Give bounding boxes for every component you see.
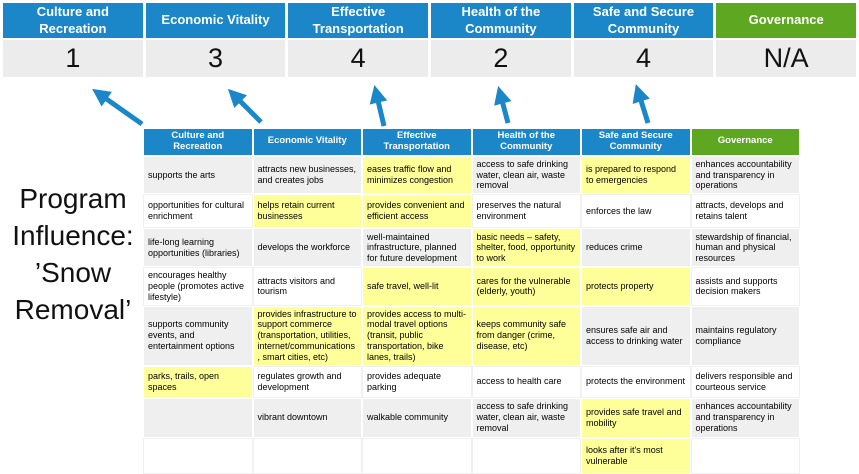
matrix-cell: eases traffic flow and minimizes congest… — [362, 155, 472, 195]
matrix-cell: keeps community safe from danger (crime,… — [471, 305, 581, 366]
matrix-cell: walkable community — [362, 397, 472, 438]
matrix-cell: protects the environment — [581, 365, 691, 398]
scoreboard-score-economic-vitality: 3 — [145, 40, 286, 77]
matrix-cell: enhances accountability and transparency… — [690, 397, 800, 438]
matrix-cell: enforces the law — [581, 194, 691, 229]
matrix-cell: cares for the vulnerable (elderly, youth… — [471, 267, 581, 306]
scoreboard-column-safe-and-secure-community: Safe and Secure Community 4 — [573, 3, 714, 77]
scoreboard-header-safe-and-secure-community: Safe and Secure Community — [573, 3, 714, 38]
matrix-cell: provides adequate parking — [362, 365, 472, 398]
matrix-cell: maintains regulatory compliance — [690, 305, 800, 366]
matrix-cell: develops the workforce — [252, 228, 362, 268]
matrix-cell: reduces crime — [581, 228, 691, 268]
matrix-cell: opportunities for cultural enrichment — [143, 194, 253, 229]
scoreboard-column-governance: Governance N/A — [716, 3, 856, 77]
matrix-body: supports the arts attracts new businesses… — [143, 155, 800, 474]
arrow-culture-and-recreation — [92, 88, 144, 127]
scoreboard-score-governance: N/A — [716, 40, 856, 77]
program-influence-title: Program Influence: ’Snow Removal’ — [0, 180, 146, 328]
matrix-cell: delivers responsible and courteous servi… — [690, 365, 800, 398]
matrix-cell: helps retain current businesses — [252, 194, 362, 229]
matrix-row-5: supports community events, and entertain… — [143, 305, 800, 366]
arrow-effective-transportation — [369, 84, 388, 127]
matrix-cell: preserves the natural environment — [471, 194, 581, 229]
matrix-cell — [143, 437, 253, 474]
matrix-cell — [471, 437, 581, 474]
matrix-cell: access to health care — [471, 365, 581, 398]
matrix-cell: attracts visitors and tourism — [252, 267, 362, 306]
matrix-cell: basic needs – safety, shelter, food, opp… — [471, 228, 581, 268]
scoreboard-column-culture-and-recreation: Culture and Recreation 1 — [3, 3, 143, 77]
matrix-cell: enhances accountability and transparency… — [690, 155, 800, 195]
matrix-cell: well-maintained infrastructure, planned … — [362, 228, 472, 268]
matrix-cell: looks after it's most vulnerable — [581, 437, 691, 474]
matrix-cell — [143, 397, 253, 438]
matrix-cell: is prepared to respond to emergencies — [581, 155, 691, 195]
scoreboard-header-health-of-the-community: Health of the Community — [431, 3, 571, 38]
influence-arrows — [92, 84, 651, 127]
matrix-cell: provides safe travel and mobility — [581, 397, 691, 438]
matrix-header-economic-vitality: Economic Vitality — [252, 128, 362, 156]
matrix-cell: provides infrastructure to support comme… — [252, 305, 362, 366]
matrix-row-2: opportunities for cultural enrichment hel… — [143, 194, 800, 229]
matrix-cell: ensures safe air and access to drinking … — [581, 305, 691, 366]
matrix-cell: attracts new businesses, and creates job… — [252, 155, 362, 195]
title-line: Influence: — [12, 220, 134, 251]
scoreboard-column-health-of-the-community: Health of the Community 2 — [431, 3, 571, 77]
matrix-header-culture-and-recreation: Culture and Recreation — [143, 128, 253, 156]
matrix-row-4: encourages healthy people (promotes acti… — [143, 267, 800, 306]
matrix-cell: provides convenient and efficient access — [362, 194, 472, 229]
matrix-cell: encourages healthy people (promotes acti… — [143, 267, 253, 306]
scoreboard-score-effective-transportation: 4 — [288, 40, 428, 77]
matrix-header-effective-transportation: Effective Transportation — [362, 128, 472, 156]
matrix-cell: supports the arts — [143, 155, 253, 195]
matrix-header-health-of-the-community: Health of the Community — [471, 128, 581, 156]
matrix-cell: safe travel, well-lit — [362, 267, 472, 306]
matrix-cell — [690, 437, 800, 474]
matrix-cell — [362, 437, 472, 474]
matrix-cell: life-long learning opportunities (librar… — [143, 228, 253, 268]
matrix-row-6: parks, trails, open spaces regulates grow… — [143, 365, 800, 398]
scoreboard: Culture and Recreation 1 Economic Vitali… — [3, 3, 856, 77]
scoreboard-score-safe-and-secure-community: 4 — [573, 40, 714, 77]
scoreboard-score-health-of-the-community: 2 — [431, 40, 571, 77]
scoreboard-header-effective-transportation: Effective Transportation — [288, 3, 428, 38]
matrix-row-1: supports the arts attracts new businesses… — [143, 155, 800, 195]
matrix-header-safe-and-secure-community: Safe and Secure Community — [581, 128, 691, 156]
scoreboard-header-governance: Governance — [716, 3, 856, 38]
matrix-header-row: Culture and Recreation Economic Vitality E… — [143, 128, 800, 156]
matrix-cell: regulates growth and development — [252, 365, 362, 398]
matrix-row-8: looks after it's most vulnerable — [143, 437, 800, 474]
matrix-cell: access to safe drinking water, clean air… — [471, 397, 581, 438]
matrix-cell: protects property — [581, 267, 691, 306]
arrow-health-of-the-community — [494, 86, 512, 124]
matrix-cell — [252, 437, 362, 474]
scoreboard-column-economic-vitality: Economic Vitality 3 — [145, 3, 286, 77]
title-line: Program — [19, 183, 127, 214]
matrix-cell: stewardship of financial, human and phys… — [690, 228, 800, 268]
matrix-cell: parks, trails, open spaces — [143, 365, 253, 398]
arrow-economic-vitality — [227, 88, 263, 124]
scoreboard-header-culture-and-recreation: Culture and Recreation — [3, 3, 143, 38]
scoreboard-score-culture-and-recreation: 1 — [3, 40, 143, 77]
title-line: Removal’ — [14, 294, 132, 325]
title-line: ’Snow — [34, 257, 112, 288]
matrix-cell: attracts, develops and retains talent — [690, 194, 800, 229]
scoreboard-column-effective-transportation: Effective Transportation 4 — [288, 3, 428, 77]
scoreboard-header-economic-vitality: Economic Vitality — [145, 3, 286, 38]
matrix-row-3: life-long learning opportunities (librar… — [143, 228, 800, 268]
matrix-cell: supports community events, and entertain… — [143, 305, 253, 366]
matrix-header-governance: Governance — [690, 128, 800, 156]
matrix-cell: assists and supports decision makers — [690, 267, 800, 306]
matrix-cell: vibrant downtown — [252, 397, 362, 438]
matrix-cell: access to safe drinking water, clean air… — [471, 155, 581, 195]
arrow-safe-and-secure-community — [632, 84, 651, 124]
matrix-row-7: vibrant downtown walkable community access… — [143, 397, 800, 438]
matrix-cell: provides access to multi-modal travel op… — [362, 305, 472, 366]
influence-matrix-table: Culture and Recreation Economic Vitality E… — [143, 128, 800, 474]
